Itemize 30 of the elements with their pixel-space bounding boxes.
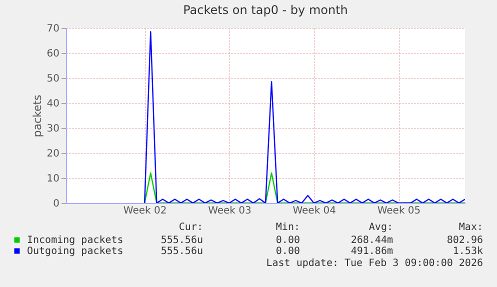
x-tick-label: Week 05 [377, 206, 421, 216]
y-tick-label: 40 [46, 98, 60, 110]
x-tick-label: Week 04 [292, 206, 336, 216]
legend-label: Incoming packets [27, 235, 124, 246]
y-tick-label: 60 [46, 48, 60, 60]
text: Cur: [178, 222, 203, 233]
y-tick-label: 0 [53, 198, 60, 210]
text: Last update: Tue Feb 3 09:00:00 2026 [266, 258, 483, 269]
x-tick-label: Week 02 [123, 206, 167, 216]
text: 491.86m [350, 246, 393, 257]
text: Avg: [368, 222, 393, 233]
text: Min: [276, 222, 300, 233]
line-series [144, 31, 465, 203]
y-tick-label: 10 [46, 174, 60, 184]
text: 555.56u [160, 246, 203, 257]
text: 1.53k [452, 246, 483, 257]
legend-label: Outgoing packets [27, 246, 124, 257]
y-tick-label: 50 [46, 74, 60, 84]
text: 268.44m [350, 235, 393, 246]
text: 0.00 [276, 246, 300, 257]
y-axis-title: packets [30, 94, 44, 138]
x-tick-label: Week 03 [208, 206, 252, 216]
y-tick-label: 20 [46, 148, 60, 160]
text: Max: [458, 222, 483, 233]
y-tick-label: 70 [46, 24, 60, 34]
y-tick-label: 30 [46, 124, 60, 134]
text: 555.56u [160, 235, 203, 246]
text: 0.00 [276, 235, 300, 246]
chart-title: Packets on tap0 - by month [183, 3, 348, 17]
text: 802.96 [446, 235, 483, 246]
